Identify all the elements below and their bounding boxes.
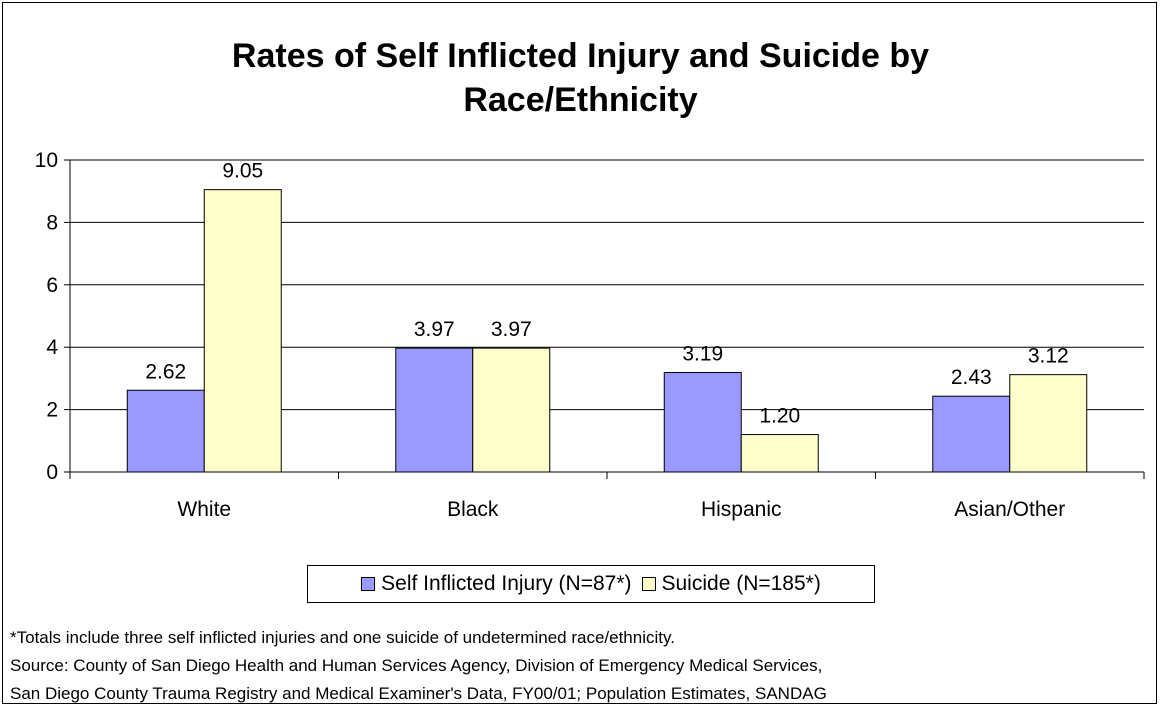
data-label: 3.19 [682,342,723,365]
chart-title-line-2: Race/Ethnicity [463,81,698,119]
category-label: Asian/Other [954,498,1065,521]
source-line-2: San Diego County Trauma Registry and Med… [10,684,827,703]
legend-label-self-inflicted: Self Inflicted Injury (N=87*) [381,572,632,595]
data-label: 3.97 [491,318,532,341]
bar-chart: 0 2 4 6 8 10 2.62 9.05 White 3.97 3.97 Black 3.19 1.2… [35,149,1145,521]
footnote: *Totals include three self inflicted inj… [10,628,675,647]
bar [932,395,1011,473]
chart-title-line-1: Rates of Self Inflicted Injury and Suici… [231,37,930,75]
y-tick-label: 6 [46,274,58,297]
y-tick-label: 10 [35,149,58,172]
bar [203,189,282,473]
notes: *Totals include three self inflicted inj… [10,624,827,708]
legend-swatch-suicide [641,577,656,591]
legend-item-suicide: Suicide (N=185*) [641,572,821,596]
bar [395,347,474,473]
data-label: 1.20 [759,405,800,428]
chart-title: Rates of Self Inflicted Injury and Suici… [0,34,1161,122]
legend: Self Inflicted Injury (N=87*) Suicide (N… [307,565,875,603]
bar [472,347,551,473]
legend-label-suicide: Suicide (N=185*) [661,572,821,595]
category-label: Hispanic [701,498,782,521]
y-tick-label: 4 [46,336,58,359]
data-label: 3.97 [414,318,455,341]
y-tick-label: 0 [46,461,58,484]
bar [126,389,205,473]
legend-swatch-self-inflicted [361,577,376,591]
data-label: 2.62 [145,360,186,383]
y-tick-label: 8 [46,211,58,234]
data-label: 2.43 [951,366,992,389]
category-label: White [177,498,231,521]
legend-item-self-inflicted: Self Inflicted Injury (N=87*) [361,572,632,596]
bar [740,434,819,473]
source-line-1: Source: County of San Diego Health and H… [10,656,823,675]
data-label: 3.12 [1028,345,1069,368]
category-label: Black [447,498,499,521]
bar [663,371,742,473]
y-tick-label: 2 [46,399,58,422]
bar [1009,374,1088,473]
data-label: 9.05 [222,160,263,183]
